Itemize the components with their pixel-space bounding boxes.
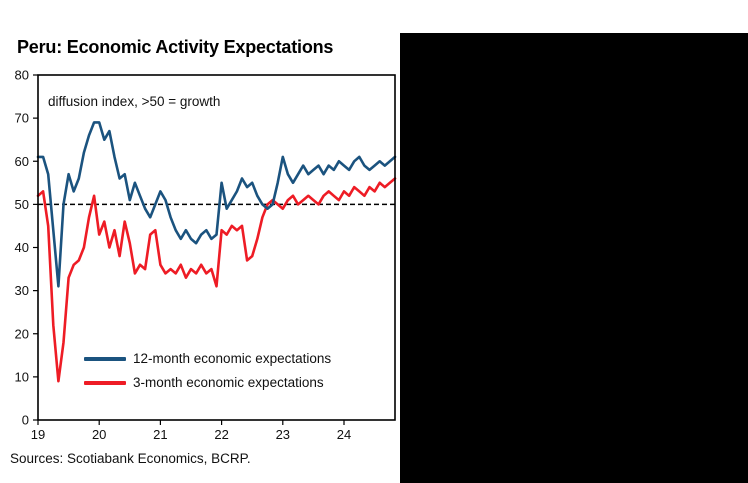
black-side-panel [400, 33, 748, 483]
legend-label-12-month: 12-month economic expectations [133, 351, 332, 366]
svg-text:30: 30 [15, 283, 29, 298]
svg-text:40: 40 [15, 240, 29, 255]
svg-text:20: 20 [15, 326, 29, 341]
legend-item-3-month: 3-month economic expectations [84, 375, 331, 390]
line-chart: 0 10 20 30 40 50 60 70 80 19 20 21 22 23 24 [15, 68, 397, 442]
chart-annotation: diffusion index, >50 = growth [48, 94, 221, 109]
svg-text:23: 23 [276, 427, 290, 442]
sources-note: Sources: Scotiabank Economics, BCRP. [10, 451, 251, 466]
svg-text:21: 21 [153, 427, 167, 442]
svg-text:19: 19 [31, 427, 45, 442]
svg-text:22: 22 [214, 427, 228, 442]
legend-label-3-month: 3-month economic expectations [133, 375, 324, 390]
blue-line-swatch [84, 356, 126, 361]
svg-text:10: 10 [15, 369, 29, 384]
chart-legend: 12-month economic expectations 3-month e… [84, 351, 331, 390]
svg-text:0: 0 [22, 413, 29, 428]
svg-text:80: 80 [15, 68, 29, 83]
svg-text:50: 50 [15, 197, 29, 212]
svg-text:60: 60 [15, 154, 29, 169]
red-line-swatch [84, 380, 126, 385]
svg-text:20: 20 [92, 427, 106, 442]
chart-title: Peru: Economic Activity Expectations [17, 37, 334, 57]
svg-text:70: 70 [15, 111, 29, 126]
svg-text:24: 24 [337, 427, 351, 442]
legend-item-12-month: 12-month economic expectations [84, 351, 331, 366]
